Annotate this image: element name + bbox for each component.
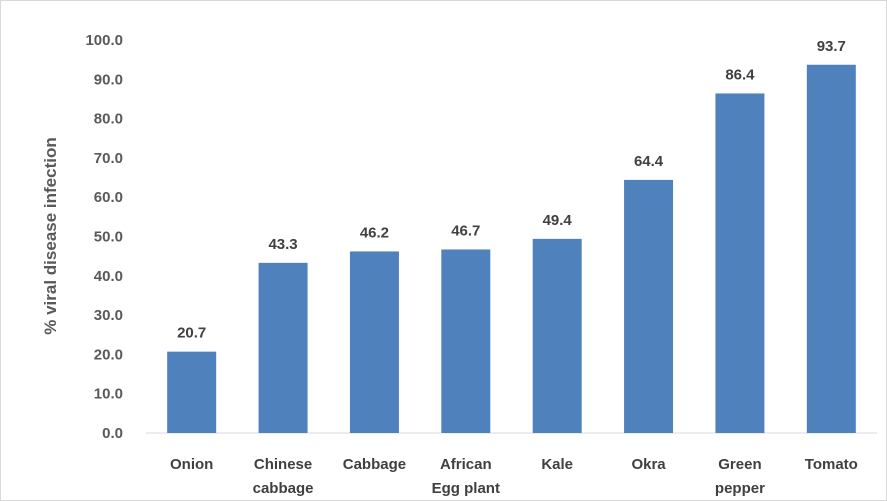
bar [349,251,399,433]
y-tick-label: 0.0 [102,425,123,442]
bar [715,93,765,433]
data-labels: 20.7 43.3 46.2 46.7 49.4 64.4 86.4 93.7 [177,38,846,342]
data-label: 49.4 [543,212,573,229]
category-label: Egg plant [432,480,500,497]
data-label: 46.2 [360,224,389,241]
y-tick-label: 90.0 [94,71,123,88]
category-label: Kale [541,456,573,473]
y-tick-label: 10.0 [94,386,123,403]
category-label: pepper [715,480,765,497]
bar [441,249,491,433]
data-label: 64.4 [634,153,664,170]
y-tick-label: 60.0 [94,189,123,206]
bars [167,64,856,433]
category-label: cabbage [253,480,314,497]
bar [258,262,308,433]
category-label: Chinese [254,456,312,473]
bar [532,238,582,433]
category-label: Tomato [805,456,858,473]
bar [624,179,674,433]
y-tick-label: 70.0 [94,150,123,167]
data-label: 93.7 [817,38,846,55]
y-axis-title: % viral disease infection [41,137,60,334]
y-tick-label: 40.0 [94,268,123,285]
y-tick-label: 100.0 [85,32,123,49]
category-label: African [440,456,492,473]
data-label: 86.4 [725,66,755,83]
category-label: Green [718,456,761,473]
category-label: Cabbage [343,456,406,473]
y-tick-label: 50.0 [94,229,123,246]
data-label: 46.7 [451,222,480,239]
y-axis-ticks: 0.0 10.0 20.0 30.0 40.0 50.0 60.0 70.0 80.0 90.0 1… [85,32,123,442]
y-tick-label: 80.0 [94,111,123,128]
data-label: 20.7 [177,325,206,342]
y-tick-label: 30.0 [94,307,123,324]
category-label: Okra [631,456,666,473]
y-tick-label: 20.0 [94,346,123,363]
category-label: Onion [170,456,213,473]
category-labels: Onion Chinese cabbage Cabbage African Egg pla… [170,456,858,497]
data-label: 43.3 [268,236,297,253]
bar [167,351,217,433]
bar [806,64,856,433]
